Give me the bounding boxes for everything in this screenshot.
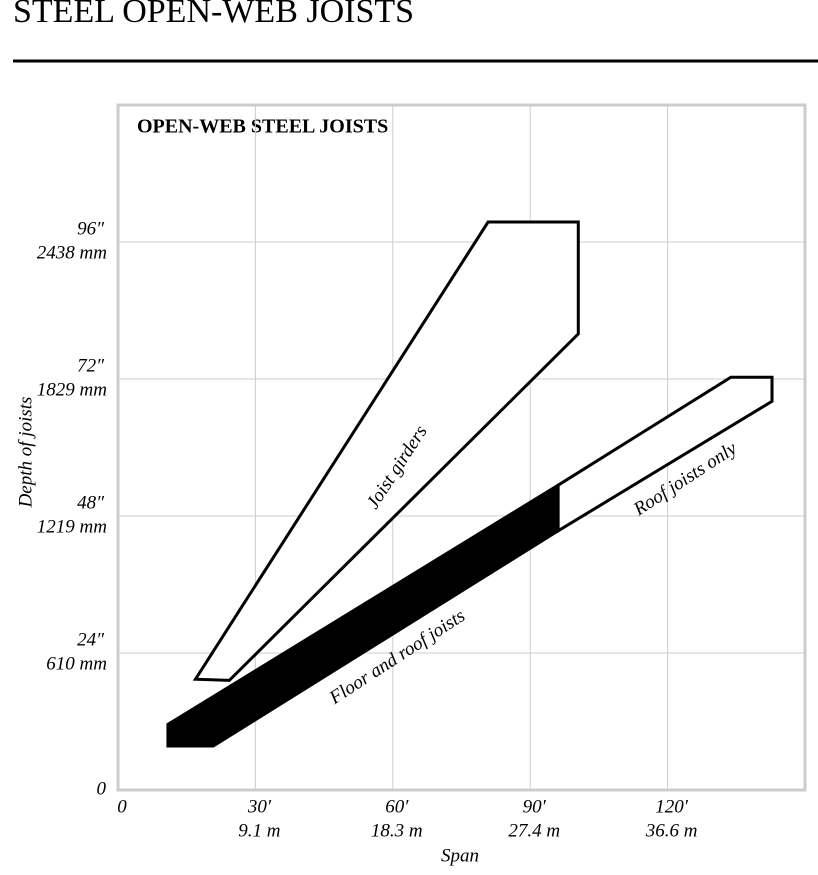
plot: 0 30′ 9.1 m 60′ 18.3 m 90′ 27.4 m 120′ 36.6 m 0 24… (37, 105, 805, 841)
region (166, 482, 560, 748)
region (556, 375, 774, 534)
y-tick-metric: 1219 mm (37, 516, 107, 537)
y-tick-label: 72″ (77, 355, 105, 376)
x-tick-label: 60′ (385, 796, 409, 817)
x-tick-label: 120′ (655, 796, 689, 817)
x-tick-label: 0 (117, 796, 127, 817)
x-axis-label: Span (441, 845, 479, 866)
y-axis-label: Depth of joists (15, 397, 36, 509)
y-tick-label: 0 (97, 778, 107, 799)
x-tick-label: 30′ (247, 796, 272, 817)
x-tick-metric: 27.4 m (508, 820, 560, 841)
x-tick-metric: 9.1 m (238, 820, 280, 841)
y-tick-metric: 610 mm (46, 653, 107, 674)
page-title: STEEL OPEN-WEB JOISTS (13, 0, 414, 30)
y-tick-label: 48″ (77, 492, 105, 513)
region (192, 220, 580, 682)
x-tick-metric: 18.3 m (371, 820, 423, 841)
x-tick-label: 90′ (523, 796, 547, 817)
y-tick-label: 24″ (77, 629, 105, 650)
y-tick-metric: 1829 mm (37, 379, 107, 400)
x-tick-metric: 36.6 m (645, 820, 698, 841)
y-tick-metric: 2438 mm (37, 242, 107, 263)
chart-title: OPEN-WEB STEEL JOISTS (137, 116, 388, 138)
y-tick-label: 96″ (77, 218, 105, 239)
plot-frame (116, 103, 807, 792)
